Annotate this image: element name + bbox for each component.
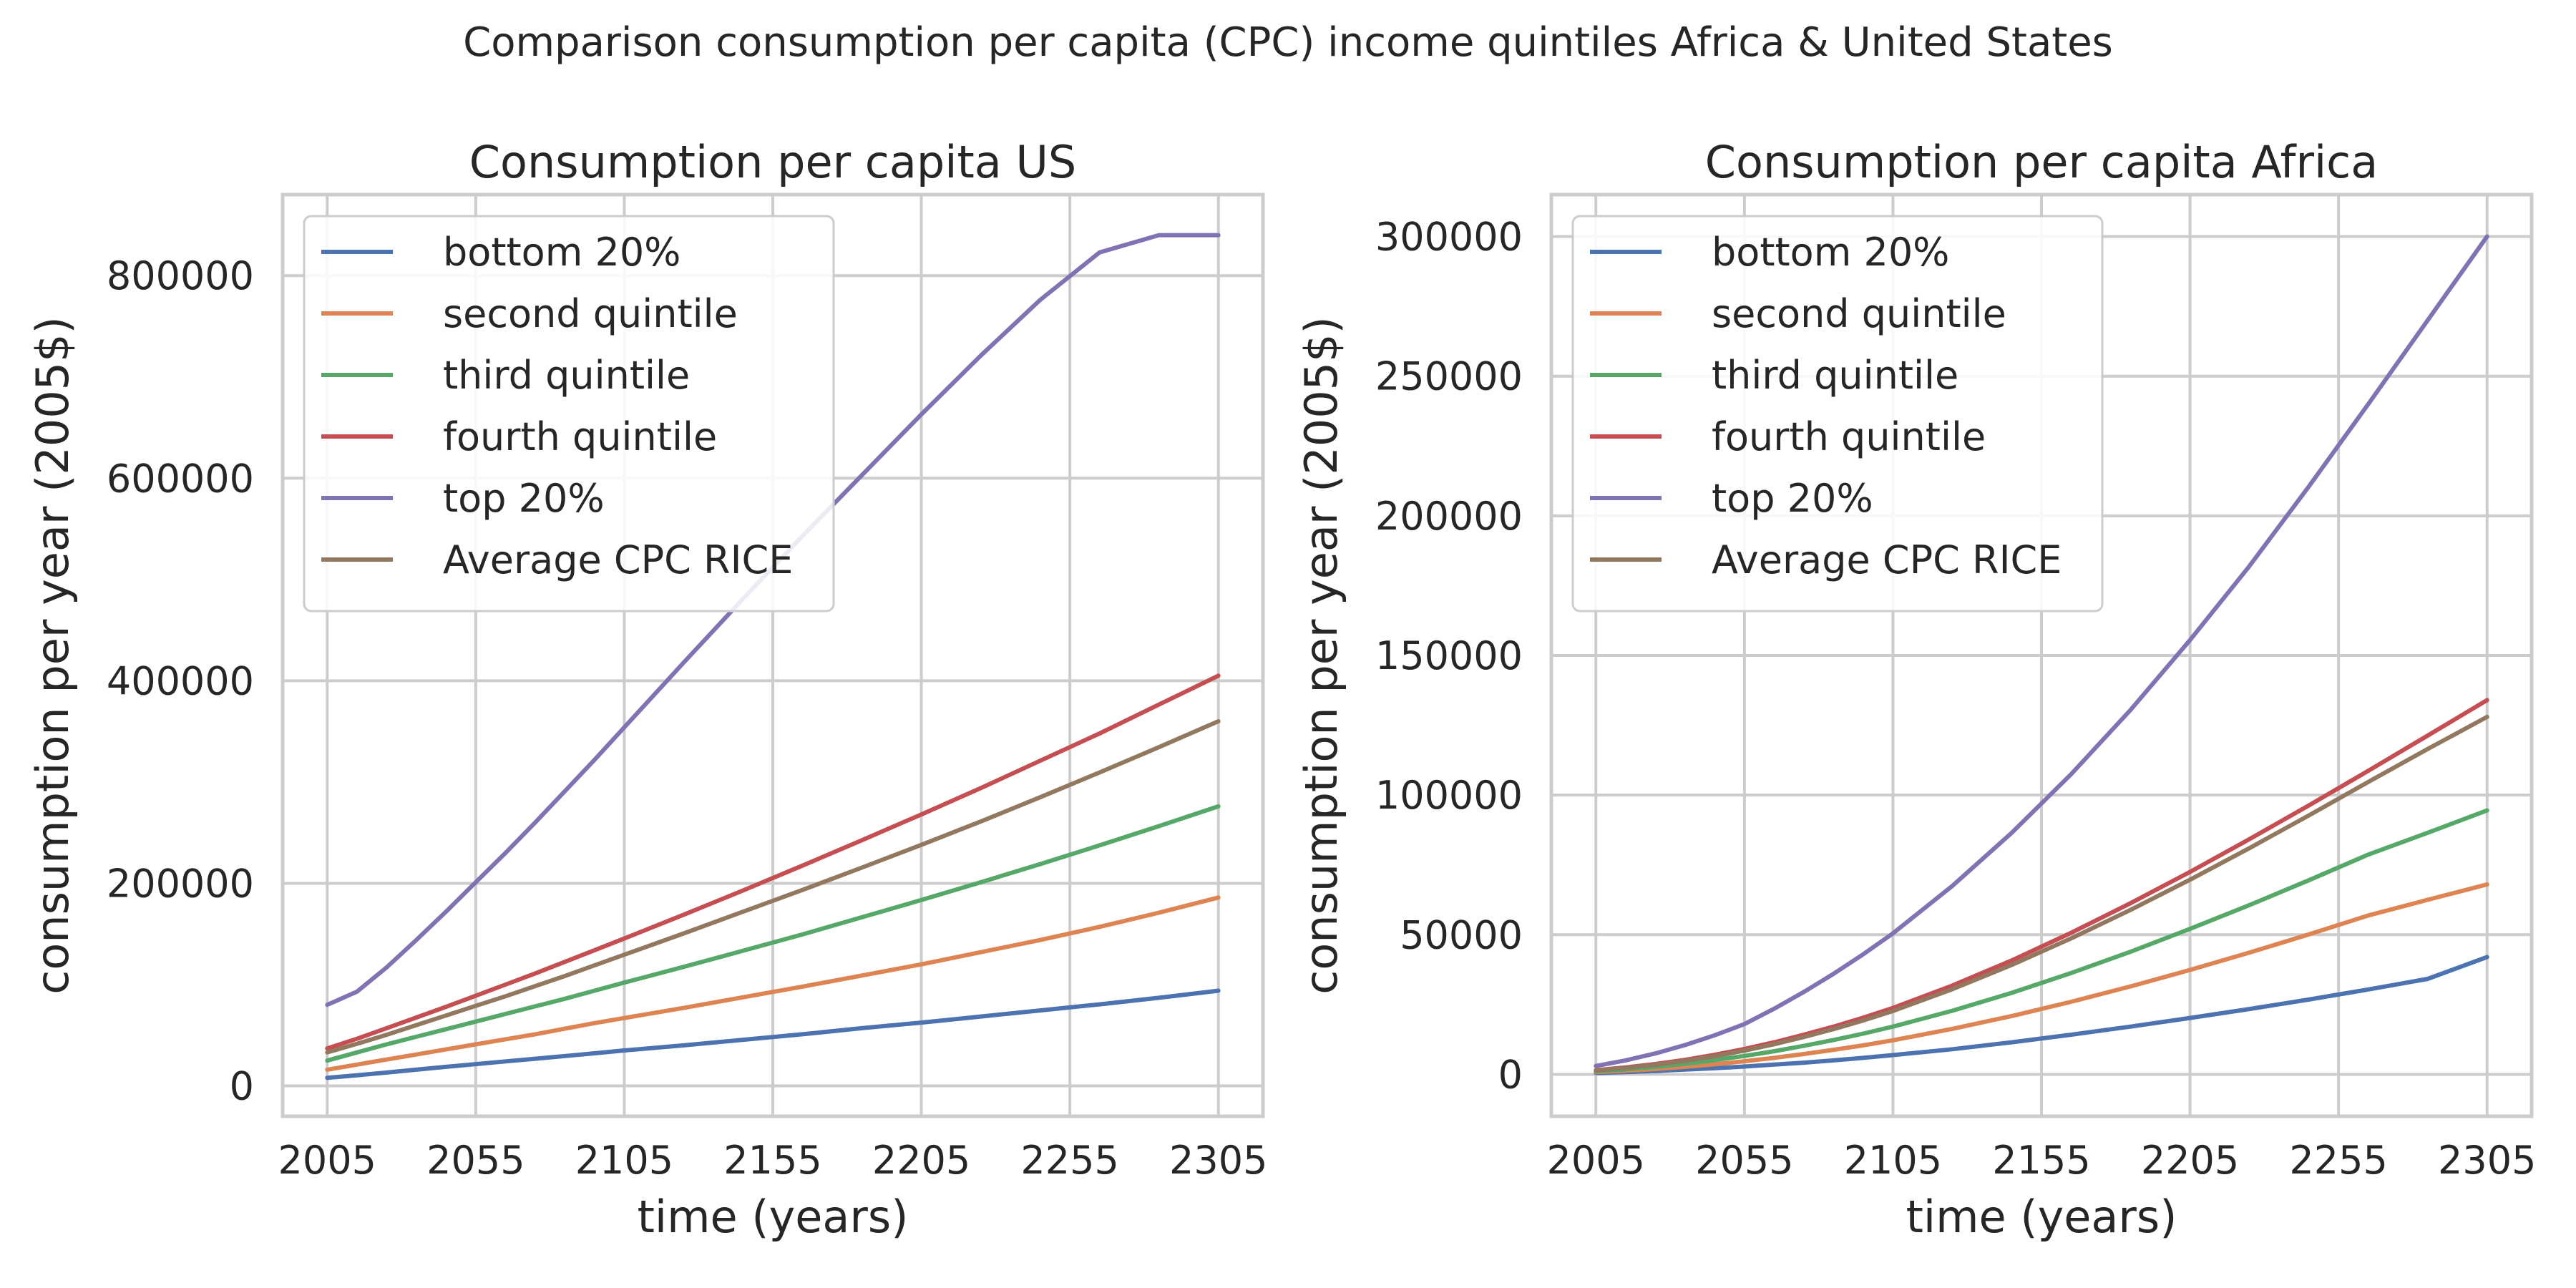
africa-series-line-top: [1594, 234, 2489, 1068]
africa-series-line-average: [1594, 714, 2489, 1073]
africa-y-tick-label: 150000: [1375, 633, 1523, 678]
us-y-tick-label: 600000: [107, 456, 254, 501]
us-series-line-bottom: [325, 988, 1221, 1080]
africa-y-tick-label: 250000: [1375, 354, 1523, 399]
us-y-tick-label: 0: [230, 1064, 254, 1109]
us-x-tick-label: 2205: [872, 1138, 970, 1183]
africa-legend-label: top 20%: [1712, 476, 1873, 521]
us-legend-label: third quintile: [443, 353, 690, 398]
us-series-line-fourth: [325, 673, 1221, 1051]
us-legend-label: bottom 20%: [443, 230, 681, 275]
us-x-tick-label: 2005: [278, 1138, 376, 1183]
africa-legend-label: third quintile: [1712, 353, 1958, 398]
us-series-line-second: [325, 895, 1221, 1072]
us-series-line-average: [325, 719, 1221, 1055]
africa-series-line-third: [1594, 808, 2489, 1074]
us-y-axis-label: consumption per year (2005$): [26, 316, 79, 994]
us-plot-frame: [280, 192, 1265, 1118]
africa-x-axis-label: time (years): [1906, 1191, 2177, 1243]
africa-legend-label: fourth quintile: [1712, 414, 1986, 459]
africa-y-tick-label: 100000: [1375, 773, 1523, 818]
us-y-tick-label: 200000: [107, 861, 254, 906]
africa-x-tick-label: 2105: [1844, 1138, 1942, 1183]
us-legend-label: top 20%: [443, 476, 605, 521]
africa-y-tick-label: 50000: [1400, 912, 1523, 957]
us-series-group: [325, 233, 1221, 1080]
africa-y-tick-label: 300000: [1375, 215, 1523, 260]
africa-y-tick-label: 0: [1498, 1052, 1523, 1097]
us-legend-label: Average CPC RICE: [443, 537, 793, 582]
africa-legend: bottom 20% second quintile third quintile f…: [1571, 215, 2104, 613]
africa-x-tick-label: 2155: [1992, 1138, 2090, 1183]
africa-series-line-bottom: [1594, 955, 2489, 1075]
us-x-tick-label: 2055: [426, 1138, 525, 1183]
africa-legend-label: bottom 20%: [1712, 230, 1950, 275]
us-y-tick-label: 800000: [107, 253, 254, 298]
africa-x-tick-label: 2305: [2438, 1138, 2536, 1183]
africa-series-group: [1594, 234, 2489, 1075]
africa-chart-panel: 2005 2055 2105 2155 2205 2255 2305 0 50000 100000…: [1295, 136, 2536, 1243]
us-x-tick-label: 2155: [723, 1138, 821, 1183]
africa-x-tick-label: 2255: [2289, 1138, 2387, 1183]
africa-y-axis-label: consumption per year (2005$): [1295, 316, 1347, 994]
africa-legend-box: [1571, 215, 2104, 613]
us-x-axis-label: time (years): [638, 1191, 909, 1243]
africa-chart-title: Consumption per capita Africa: [1705, 136, 2379, 188]
us-legend: bottom 20% second quintile third quintile f…: [303, 215, 835, 613]
africa-y-tick-label: 200000: [1375, 494, 1523, 539]
us-series-line-top: [325, 233, 1221, 1008]
africa-x-tick-label: 2055: [1695, 1138, 1793, 1183]
africa-plot-frame: [1549, 192, 2534, 1118]
africa-x-tick-label: 2005: [1547, 1138, 1645, 1183]
us-legend-label: fourth quintile: [443, 414, 717, 459]
us-series-line-third: [325, 804, 1221, 1063]
us-y-tick-label: 400000: [107, 658, 254, 703]
africa-series-line-second: [1594, 882, 2489, 1075]
us-x-tick-label: 2305: [1169, 1138, 1267, 1183]
us-chart-title: Consumption per capita US: [469, 136, 1076, 188]
us-legend-box: [303, 215, 835, 613]
us-x-tick-label: 2255: [1020, 1138, 1118, 1183]
figure-title: Comparison consumption per capita (CPC) …: [463, 19, 2113, 66]
us-legend-label: second quintile: [443, 291, 738, 336]
us-x-tick-label: 2105: [575, 1138, 673, 1183]
africa-legend-label: Average CPC RICE: [1712, 537, 2062, 582]
africa-legend-label: second quintile: [1712, 291, 2006, 336]
us-chart-panel: 2005 2055 2105 2155 2205 2255 2305 0 200000 40000…: [26, 136, 1267, 1243]
africa-x-tick-label: 2205: [2141, 1138, 2239, 1183]
